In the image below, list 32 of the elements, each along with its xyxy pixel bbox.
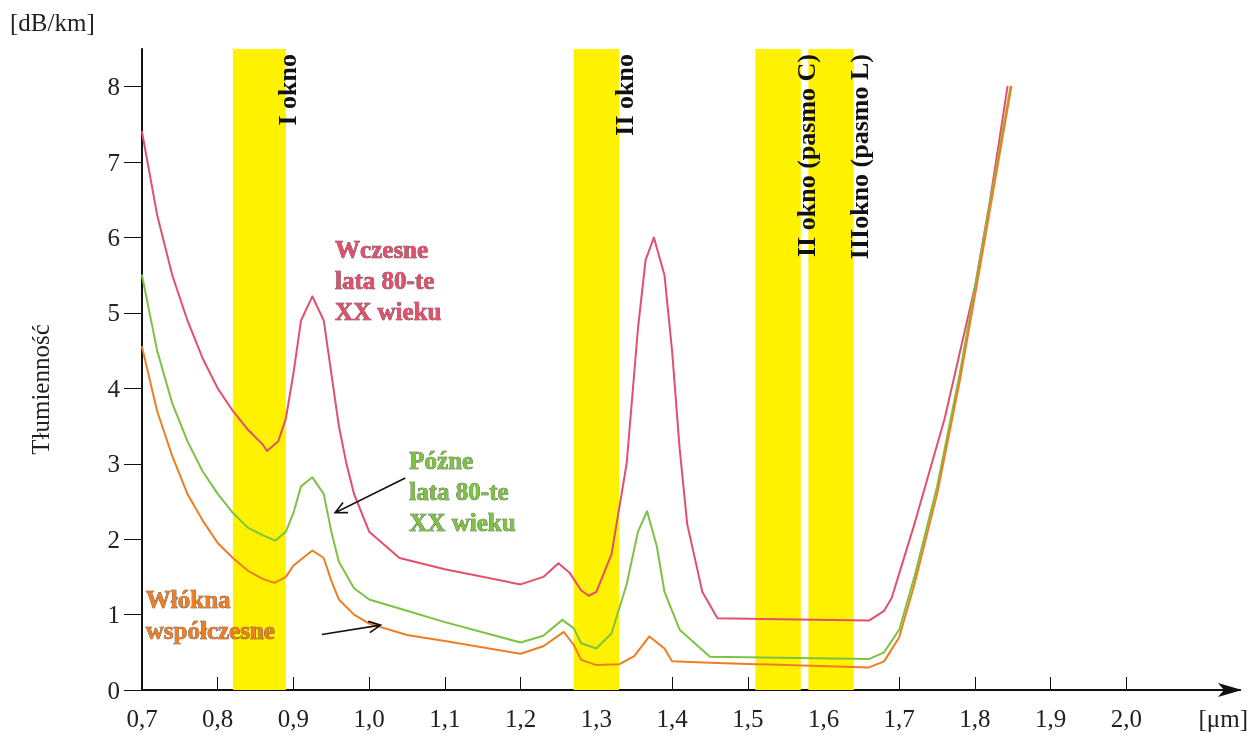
band-label: IIIokno (pasmo L): [844, 54, 874, 260]
x-tick-label: 1,7: [883, 705, 915, 732]
band-label: II okno: [609, 54, 639, 136]
x-tick-label: 1,2: [505, 705, 537, 732]
y-tick-label: 4: [107, 374, 121, 402]
y-tick-label: 7: [107, 148, 120, 176]
y-tick-label: 6: [107, 224, 120, 252]
x-tick-label: 1,3: [580, 705, 612, 732]
y-tick-label: 3: [107, 450, 120, 478]
x-tick-label: 1,1: [429, 705, 461, 732]
y-tick-label: 1: [107, 601, 120, 629]
x-tick-label: 1,8: [959, 705, 991, 732]
x-tick-label: 2,0: [1110, 705, 1143, 732]
y-tick-label: 2: [107, 525, 120, 553]
text: [dB/km]: [10, 9, 95, 36]
band-label: II okno (pasmo C): [791, 54, 821, 257]
y-tick-label: 5: [107, 299, 120, 327]
y-tick-label: 8: [107, 73, 120, 101]
text: Późne lata 80-te XX wieku: [409, 446, 516, 536]
y-axis-title: Tłumienność: [26, 324, 54, 455]
x-tick-label: 0,8: [202, 705, 234, 732]
x-tick-label: 0,7: [126, 705, 158, 732]
x-tick-label: 1,0: [353, 705, 385, 732]
x-tick-label: 1,5: [732, 705, 764, 732]
x-tick-label: 1,9: [1035, 705, 1067, 732]
y-tick-label: 0: [107, 676, 120, 704]
x-tick-label: 0,9: [277, 705, 310, 732]
x-tick-label: 1,6: [807, 705, 840, 732]
x-tick-label: 1,4: [656, 705, 689, 732]
x-axis-title: [μm]: [1198, 705, 1248, 732]
series-label: Wczesne lata 80-te XX wieku: [335, 235, 442, 325]
band-label: I okno: [272, 54, 302, 126]
